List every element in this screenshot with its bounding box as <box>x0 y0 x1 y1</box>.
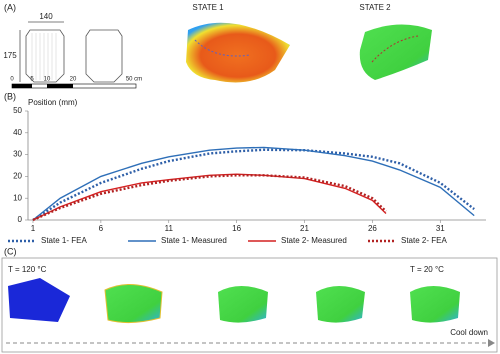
x-tick-label: 6 <box>99 224 104 233</box>
x-tick-label: 11 <box>165 224 174 233</box>
series-line <box>32 146 475 221</box>
x-tick-label: 21 <box>300 224 309 233</box>
series-line <box>32 173 387 221</box>
plate-image <box>316 286 365 323</box>
state2-curve <box>371 35 419 63</box>
state1-image <box>186 22 290 83</box>
dimension: 140 <box>39 12 53 21</box>
legend-label: State 1- FEA <box>41 236 87 245</box>
scale-label: 10 <box>44 77 51 83</box>
x-tick-label: 26 <box>368 224 377 233</box>
y-tick-label: 10 <box>13 193 22 202</box>
panel-label: (B) <box>4 91 16 101</box>
state-label: STATE 2 <box>359 3 391 12</box>
scale-label: 0 <box>10 77 14 83</box>
dimension: 175 <box>3 51 17 60</box>
scale-bar <box>11 83 137 89</box>
legend-label: State 2- FEA <box>401 236 447 245</box>
series-line <box>32 148 475 222</box>
temperature: T = 20 °C <box>410 265 444 274</box>
y-tick-label: 40 <box>13 128 22 137</box>
y-tick-label: 0 <box>18 215 23 224</box>
temperature: T = 120 °C <box>8 265 47 274</box>
panel-frame <box>1 257 498 353</box>
legend-label: State 2- Measured <box>281 236 347 245</box>
axis-title: Position (mm) <box>28 98 78 107</box>
series-line <box>32 174 387 222</box>
plate-image <box>104 284 163 324</box>
plate-image <box>410 286 460 323</box>
state2-image <box>359 24 432 80</box>
arrow-label: Cool down <box>450 328 488 337</box>
plate-image <box>218 286 268 323</box>
scale-label: 20 <box>70 77 77 83</box>
panel-label: (A) <box>4 2 16 12</box>
y-tick-label: 20 <box>13 172 22 181</box>
scale-label: 50 cm <box>126 77 142 83</box>
x-tick-label: 1 <box>31 224 36 233</box>
x-tick-label: 16 <box>232 224 241 233</box>
state-label: STATE 1 <box>192 3 224 12</box>
legend-label: State 1- Measured <box>161 236 227 245</box>
arrow-head <box>488 339 495 347</box>
y-tick-label: 50 <box>13 106 22 115</box>
x-tick-label: 31 <box>436 224 445 233</box>
plate-sketch <box>19 21 123 83</box>
panel-label: (C) <box>4 246 17 256</box>
y-tick-label: 30 <box>13 150 22 159</box>
hatch <box>31 33 57 80</box>
state1-curve <box>194 39 251 57</box>
plate-image <box>8 278 70 322</box>
scale-label: 5 <box>30 77 34 83</box>
